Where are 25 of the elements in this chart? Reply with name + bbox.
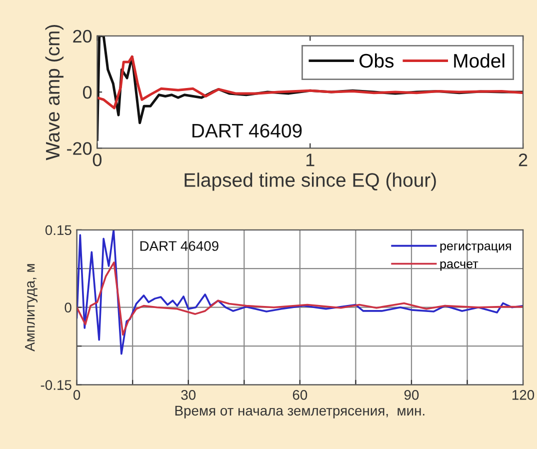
y-tick-label: 0 (64, 302, 72, 313)
line-series (76, 262, 524, 336)
x-axis-title: Время от начала землетрясения, мин. (175, 406, 424, 418)
x-tick-label: 0 (92, 154, 102, 166)
y-tick-label: -20 (67, 142, 92, 155)
x-tick-label: 120 (512, 390, 534, 400)
x-axis-title: Elapsed time since EQ (hour) (184, 172, 436, 191)
legend-label: Obs (360, 53, 394, 68)
y-tick-label: -0.15 (40, 380, 72, 390)
x-tick-label: 60 (292, 390, 308, 400)
legend-label: регистрация (440, 243, 511, 253)
legend-label: расчет (440, 261, 478, 271)
annotation: DART 46409 (192, 124, 302, 138)
y-axis-title: Амплитуда, м (25, 264, 38, 352)
legend-label: Model (454, 53, 504, 68)
y-tick-label: 0 (83, 86, 92, 99)
x-tick-label: 30 (181, 390, 196, 400)
x-tick-label: 90 (404, 390, 419, 400)
x-tick-label: 1 (306, 154, 314, 166)
x-tick-label: 2 (518, 154, 528, 166)
y-axis-title: Wave amp (cm) (45, 25, 64, 160)
y-tick-label: 20 (73, 30, 92, 43)
y-tick-label: 0.15 (45, 225, 72, 236)
line-series (97, 55, 524, 110)
annotation: DART 46409 (140, 241, 218, 251)
